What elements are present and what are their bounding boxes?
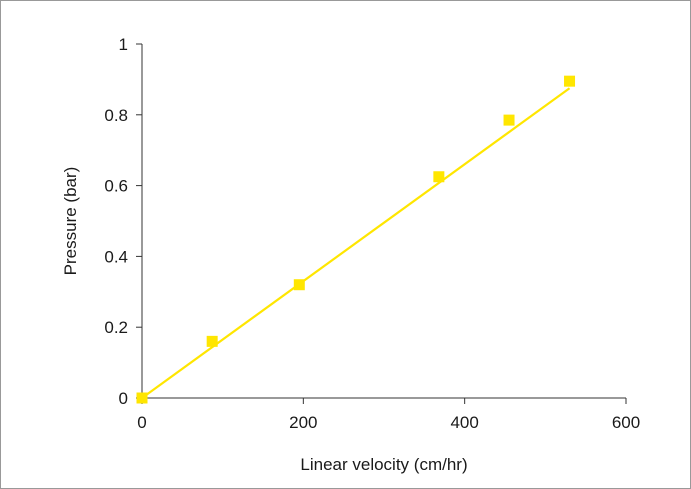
data-point — [503, 114, 515, 126]
y-tick-label: 0.2 — [104, 318, 128, 337]
y-tick-label: 1 — [119, 35, 128, 54]
y-tick-label: 0.8 — [104, 106, 128, 125]
data-point — [206, 335, 218, 347]
data-point — [293, 279, 305, 291]
y-axis-title: Pressure (bar) — [61, 167, 80, 276]
x-axis-title: Linear velocity (cm/hr) — [300, 455, 467, 474]
y-tick-label: 0.4 — [104, 247, 128, 266]
data-point — [433, 171, 445, 183]
axes: 0 0.2 0.4 0.6 0.8 1 0 200 400 600 — [104, 35, 640, 432]
x-tick-label: 0 — [137, 413, 146, 432]
x-tick-label: 400 — [450, 413, 478, 432]
y-tick-label: 0 — [119, 389, 128, 408]
x-tick-label: 600 — [612, 413, 640, 432]
data-point — [564, 75, 576, 87]
x-tick-label: 200 — [289, 413, 317, 432]
y-tick-label: 0.6 — [104, 177, 128, 196]
data-point — [136, 392, 148, 404]
data-points-group — [136, 75, 576, 404]
